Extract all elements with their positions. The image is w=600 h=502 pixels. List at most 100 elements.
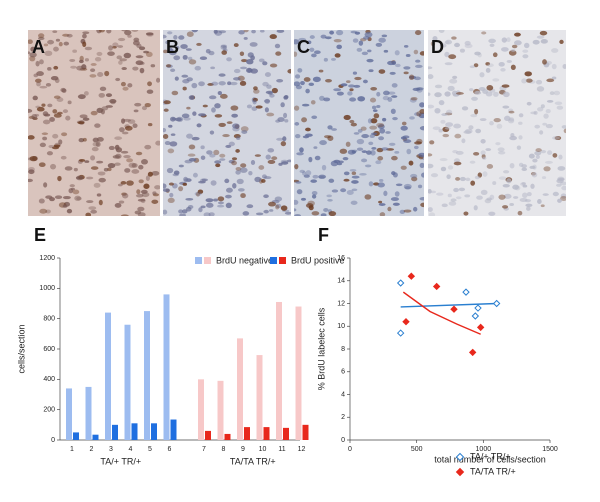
legend-marker [455, 467, 465, 477]
cell [43, 182, 48, 188]
cell [112, 45, 117, 49]
cell [352, 71, 358, 75]
cell [50, 75, 59, 81]
cell [200, 155, 206, 160]
cell [63, 195, 71, 200]
cell [98, 199, 103, 206]
x-tick-label: 7 [202, 446, 206, 453]
cell [200, 145, 205, 150]
cell [247, 52, 254, 58]
cell [281, 161, 289, 165]
cell [47, 67, 52, 71]
cell [163, 209, 168, 215]
cell [62, 109, 69, 114]
cell [205, 198, 214, 203]
cell [495, 142, 501, 146]
cell [211, 81, 219, 86]
bar [92, 434, 99, 440]
cell [82, 117, 90, 121]
cell [480, 139, 486, 144]
x-tick-label: 10 [259, 446, 267, 453]
cell [163, 49, 168, 54]
cell [29, 155, 38, 162]
cell [95, 141, 101, 147]
cell [35, 60, 40, 67]
bar [302, 424, 309, 440]
cell [353, 84, 361, 88]
cell [82, 137, 87, 142]
cell [473, 205, 478, 211]
cell [186, 31, 194, 37]
cell [53, 46, 59, 52]
cell [448, 54, 457, 60]
cell [543, 166, 551, 172]
cell [434, 107, 441, 114]
cell [219, 93, 228, 99]
cell [77, 121, 85, 125]
cell [314, 50, 321, 55]
cell [385, 131, 391, 134]
cell [264, 107, 269, 113]
cell [369, 97, 377, 103]
cell [348, 84, 355, 88]
cell [217, 201, 224, 205]
cell [560, 193, 566, 199]
cell [413, 206, 418, 212]
cell [510, 64, 516, 71]
legend-label: TA/+ TR/+ [470, 451, 511, 461]
cell [413, 145, 419, 150]
cell [235, 170, 241, 175]
cell [361, 134, 369, 139]
cell [224, 178, 230, 184]
cell [187, 56, 193, 61]
cell [266, 112, 275, 117]
cell [310, 179, 318, 183]
cell [329, 30, 335, 35]
cell [530, 111, 537, 115]
cell [276, 78, 284, 83]
cell [241, 130, 248, 134]
cell-texture [28, 30, 566, 216]
cell [57, 175, 62, 182]
cell [404, 186, 412, 190]
cell [378, 37, 386, 43]
cell [120, 181, 127, 185]
cell [52, 30, 58, 34]
bar [73, 432, 79, 440]
cell [297, 68, 303, 73]
cell [400, 165, 407, 170]
cell [414, 30, 422, 36]
cell [320, 34, 327, 39]
trend-line [400, 302, 497, 308]
cell [117, 45, 124, 48]
cell [194, 65, 202, 71]
cell [53, 113, 62, 118]
cell [163, 34, 167, 39]
cell [419, 126, 424, 131]
cell [392, 202, 400, 206]
cell [518, 162, 524, 167]
cell [363, 36, 370, 40]
cell [107, 163, 116, 169]
cell [104, 70, 110, 77]
cell [36, 71, 44, 77]
cell [542, 193, 549, 196]
cell [498, 176, 507, 180]
cell [239, 51, 245, 57]
cell [387, 91, 396, 95]
x-axis-label: total number of cells/section [434, 454, 546, 464]
cell [381, 147, 389, 151]
cell [221, 50, 227, 55]
cell [135, 60, 144, 66]
cell [532, 39, 540, 45]
cell [532, 158, 538, 163]
cell [181, 209, 188, 214]
cell [139, 67, 145, 74]
cell [511, 44, 518, 49]
bar [112, 424, 118, 440]
cell [170, 133, 176, 136]
bar [263, 427, 270, 440]
cell [327, 198, 333, 202]
cell [403, 139, 412, 144]
cell [174, 117, 182, 122]
